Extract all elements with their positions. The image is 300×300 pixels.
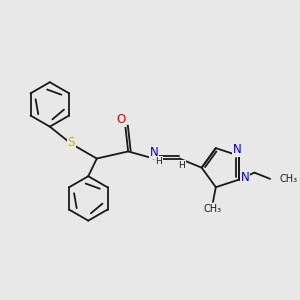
Text: N: N	[241, 171, 249, 184]
Text: CH₃: CH₃	[279, 174, 297, 184]
Text: O: O	[116, 113, 126, 126]
Text: S: S	[68, 136, 75, 149]
Text: CH₃: CH₃	[204, 204, 222, 214]
Text: H: H	[178, 161, 185, 170]
Text: H: H	[155, 157, 162, 166]
Text: N: N	[233, 143, 242, 156]
Text: N: N	[149, 146, 158, 159]
